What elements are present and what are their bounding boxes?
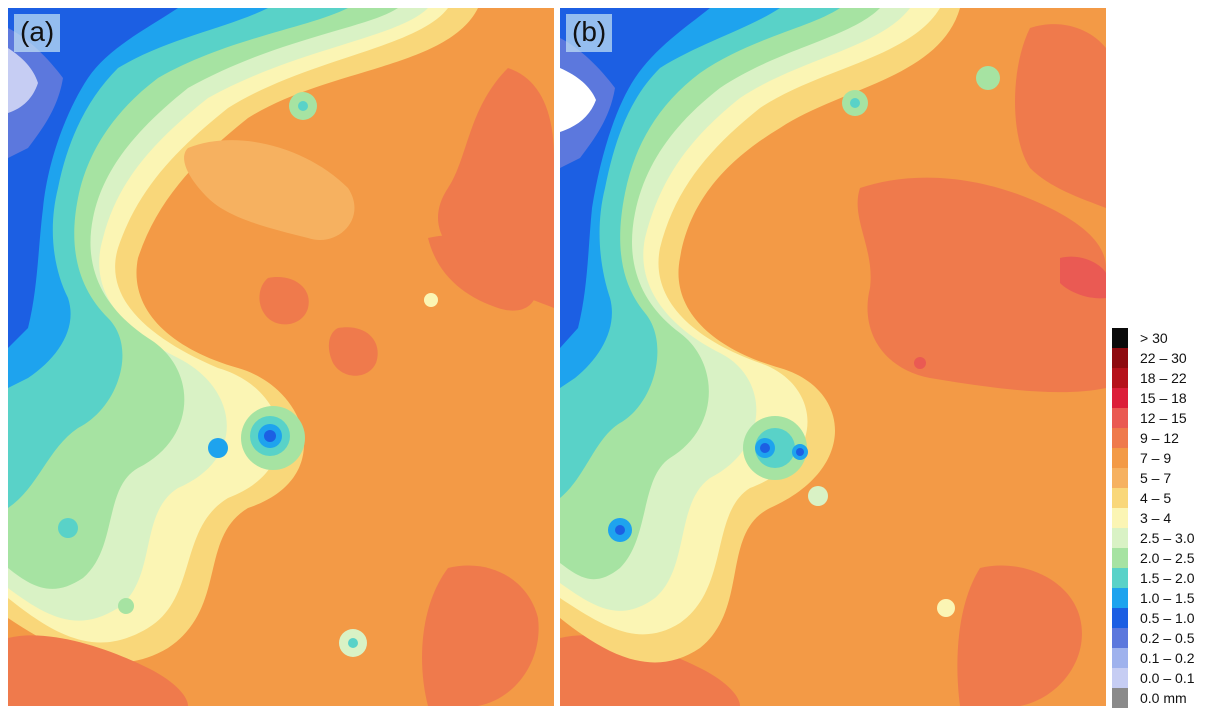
legend-swatch	[1112, 648, 1128, 668]
legend-entry: 0.0 mm	[1112, 688, 1212, 708]
legend-label: 1.5 – 2.0	[1140, 570, 1195, 586]
legend-label: 3 – 4	[1140, 510, 1172, 526]
legend-swatch	[1112, 588, 1128, 608]
legend-label: 22 – 30	[1140, 350, 1187, 366]
legend-label: 2.5 – 3.0	[1140, 530, 1195, 546]
legend-swatch	[1112, 688, 1128, 708]
legend-label: 0.5 – 1.0	[1140, 610, 1195, 626]
legend-swatch	[1112, 408, 1128, 428]
legend-label: 9 – 12	[1140, 430, 1179, 446]
panel-label-a: (a)	[14, 14, 61, 52]
map-panel-a: (a)	[8, 8, 554, 706]
legend-label: 7 – 9	[1140, 450, 1172, 466]
legend-entry: 3 – 4	[1112, 508, 1212, 528]
zone-2-2.5	[976, 66, 1000, 90]
zone-9-12	[428, 235, 537, 311]
no-data-zone	[560, 68, 596, 132]
legend-label: 12 – 15	[1140, 410, 1187, 426]
zone-1.5-2	[298, 101, 308, 111]
legend-entry: 7 – 9	[1112, 448, 1212, 468]
legend-label: > 30	[1140, 330, 1168, 346]
zone-1.5-2	[8, 8, 348, 508]
zone-1.5-2	[348, 638, 358, 648]
zone-9-12	[957, 565, 1082, 706]
zone-2.5-3	[808, 486, 828, 506]
zone-3-4	[937, 599, 955, 617]
legend-entry: 22 – 30	[1112, 348, 1212, 368]
legend-label: 0.2 – 0.5	[1140, 630, 1195, 646]
precipitation-map-b	[560, 8, 1106, 706]
zone-0.5-1	[615, 525, 625, 535]
zone-1.5-2	[58, 518, 78, 538]
zone-0.5-1	[264, 430, 276, 442]
zone-9-12	[422, 565, 539, 706]
zone-9-12	[259, 277, 309, 325]
legend-swatch	[1112, 628, 1128, 648]
legend-swatch	[1112, 568, 1128, 588]
panel-label-b: (b)	[566, 14, 613, 52]
legend-label: 5 – 7	[1140, 470, 1172, 486]
zone-9-12	[328, 327, 378, 376]
legend-swatch	[1112, 388, 1128, 408]
precipitation-map-a	[8, 8, 554, 706]
legend-entry: 0.5 – 1.0	[1112, 608, 1212, 628]
legend-entry: 1.5 – 2.0	[1112, 568, 1212, 588]
legend-entry: 1.0 – 1.5	[1112, 588, 1212, 608]
legend-swatch	[1112, 608, 1128, 628]
zone-9-12	[857, 177, 1106, 393]
legend-entry: > 30	[1112, 328, 1212, 348]
legend-label: 18 – 22	[1140, 370, 1187, 386]
zone-1.5-2	[850, 98, 860, 108]
legend-entry: 9 – 12	[1112, 428, 1212, 448]
zone-5-7	[184, 140, 355, 240]
legend-swatch	[1112, 348, 1128, 368]
legend-swatch	[1112, 428, 1128, 448]
legend-entry: 2.5 – 3.0	[1112, 528, 1212, 548]
map-panel-b: (b)	[560, 8, 1106, 706]
legend-entry: 4 – 5	[1112, 488, 1212, 508]
zone-1-1.5	[208, 438, 228, 458]
legend-swatch	[1112, 548, 1128, 568]
zone-3-4	[424, 293, 438, 307]
zone-0-0.1	[8, 48, 38, 113]
legend-entry: 15 – 18	[1112, 388, 1212, 408]
zone-0.5-1	[796, 448, 804, 456]
legend-swatch	[1112, 508, 1128, 528]
legend-label: 2.0 – 2.5	[1140, 550, 1195, 566]
legend: > 30 22 – 30 18 – 22 15 – 18 12 – 15 9 –…	[1112, 328, 1212, 708]
zone-12-15	[1060, 256, 1106, 299]
zone-9-12	[1015, 24, 1106, 209]
legend-entry: 0.2 – 0.5	[1112, 628, 1212, 648]
legend-label: 0.0 – 0.1	[1140, 670, 1195, 686]
zone-12-15	[914, 357, 926, 369]
legend-entry: 0.0 – 0.1	[1112, 668, 1212, 688]
legend-swatch	[1112, 668, 1128, 688]
legend-swatch	[1112, 468, 1128, 488]
legend-entry: 2.0 – 2.5	[1112, 548, 1212, 568]
zone-1.5-2	[560, 8, 840, 498]
zone-9-12	[560, 635, 740, 706]
legend-entry: 5 – 7	[1112, 468, 1212, 488]
legend-entry: 12 – 15	[1112, 408, 1212, 428]
legend-entry: 0.1 – 0.2	[1112, 648, 1212, 668]
legend-swatch	[1112, 448, 1128, 468]
legend-swatch	[1112, 488, 1128, 508]
legend-swatch	[1112, 368, 1128, 388]
legend-label: 4 – 5	[1140, 490, 1172, 506]
zone-0.5-1	[760, 443, 770, 453]
legend-label: 0.1 – 0.2	[1140, 650, 1195, 666]
legend-swatch	[1112, 328, 1128, 348]
zone-9-12	[8, 635, 188, 706]
legend-swatch	[1112, 528, 1128, 548]
legend-label: 0.0 mm	[1140, 690, 1187, 706]
legend-label: 15 – 18	[1140, 390, 1187, 406]
legend-entry: 18 – 22	[1112, 368, 1212, 388]
zone-2-2.5	[560, 8, 880, 580]
legend-label: 1.0 – 1.5	[1140, 590, 1195, 606]
zone-2-2.5	[8, 8, 398, 589]
zone-2-2.5	[118, 598, 134, 614]
